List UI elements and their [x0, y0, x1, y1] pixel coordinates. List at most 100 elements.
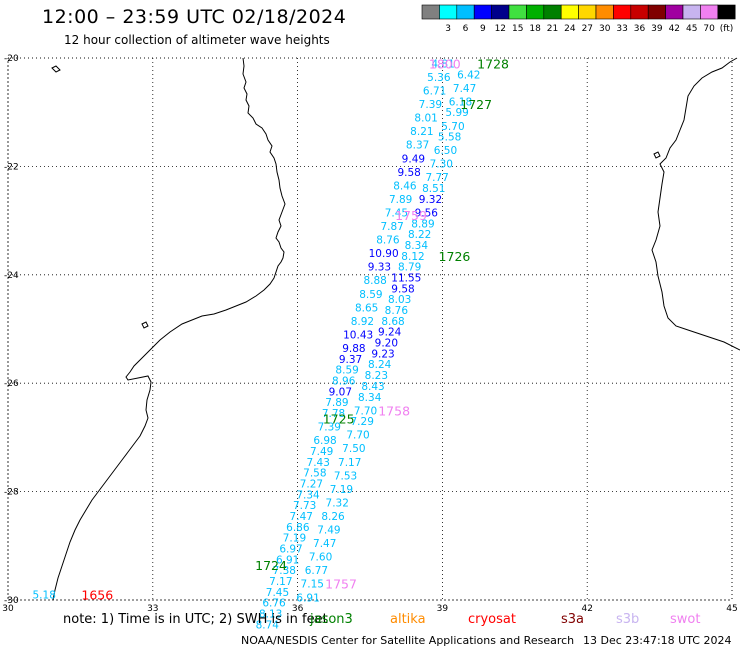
- swh-value: 8.12: [401, 251, 424, 263]
- swh-value: 10.90: [369, 248, 399, 260]
- swh-value: 7.89: [325, 397, 348, 409]
- legend-label: 39: [651, 24, 663, 34]
- swh-value: 7.49: [310, 446, 333, 458]
- swh-value: 9.58: [397, 167, 420, 179]
- swh-value: 8.76: [376, 235, 400, 247]
- swh-value: 7.49: [317, 525, 340, 537]
- swh-value: 8.89: [411, 218, 434, 230]
- swh-value: 9.58: [391, 283, 414, 295]
- pass-time-label: 1758: [378, 403, 410, 418]
- pass-time-label: 1726: [439, 249, 471, 264]
- swh-value: 8.03: [388, 294, 411, 306]
- swh-value: 8.76: [385, 305, 409, 317]
- map-subtitle: 12 hour collection of altimeter wave hei…: [64, 33, 330, 47]
- swh-value: 4.81: [431, 58, 454, 70]
- lon-label: 33: [147, 604, 158, 614]
- swh-value: 7.19: [330, 484, 353, 496]
- swh-value: 7.15: [301, 579, 324, 591]
- swh-value: 7.78: [322, 408, 345, 420]
- swh-value: 7.53: [334, 470, 357, 482]
- legend-label: 12: [495, 24, 506, 34]
- swh-value: 8.23: [365, 370, 388, 382]
- swh-value: 8.96: [332, 375, 356, 387]
- swh-value: 6.50: [434, 145, 457, 157]
- legend-label: 21: [547, 24, 558, 34]
- note-text: note: 1) Time is in UTC; 2) SWH is in fe…: [63, 612, 328, 627]
- credit-text: NOAA/NESDIS Center for Satellite Applica…: [241, 634, 575, 647]
- swh-value: 8.01: [414, 113, 437, 125]
- swh-value: 7.30: [430, 159, 453, 171]
- coastline: [51, 57, 740, 601]
- swh-value: 6.71: [423, 86, 446, 98]
- swh-value: 6.18: [449, 96, 472, 108]
- swh-value: 8.22: [408, 229, 431, 241]
- swh-value: 9.49: [402, 153, 425, 165]
- swh-value: 9.24: [378, 327, 402, 339]
- pass-times: 1728 1727 1800 1759 1726 1758 1725 1724 1757 1656: [81, 56, 509, 602]
- footer-note: note: 1) Time is in UTC; 2) SWH is in fe…: [0, 612, 740, 630]
- swh-value: 7.87: [380, 221, 403, 233]
- swh-value: 11.55: [391, 273, 421, 285]
- swh-value: 7.73: [293, 500, 316, 512]
- legend-label: 33: [616, 24, 627, 34]
- swh-value: 7.29: [351, 416, 374, 428]
- swh-value: 7.32: [326, 497, 349, 509]
- swh-value: 9.88: [342, 343, 365, 355]
- legend-label: 45: [686, 24, 697, 34]
- swh-value: 9.23: [371, 348, 394, 360]
- lat-label: -24: [4, 271, 19, 281]
- swh-value: 8.37: [406, 140, 429, 152]
- swh-value: 5.36: [427, 72, 451, 84]
- graticule: [7, 57, 733, 601]
- swh-value: 8.13: [259, 609, 282, 621]
- swh-value: 8.92: [351, 316, 374, 328]
- lat-label: -28: [4, 488, 19, 498]
- generated-timestamp: 13 Dec 23:47:18 UTC 2024: [583, 634, 732, 647]
- swh-value: 8.34: [358, 392, 382, 404]
- swh-value: 7.70: [354, 405, 377, 417]
- legend-label: 42: [669, 24, 680, 34]
- legend-label: 24: [564, 24, 576, 34]
- swh-value: 9.56: [415, 207, 439, 219]
- pass-time-label: 1757: [325, 577, 357, 592]
- swh-value: 9.32: [419, 194, 442, 206]
- swh-value: 9.07: [329, 386, 352, 398]
- lat-label: -20: [4, 54, 19, 64]
- lon-label: 36: [292, 604, 304, 614]
- sat-altika: altika: [390, 612, 426, 627]
- islet: [141, 321, 149, 329]
- lat-label: -22: [4, 162, 19, 172]
- swh-value: 5.58: [438, 132, 461, 144]
- swh-value: 7.47: [313, 538, 336, 550]
- pass-time-label: 1656: [81, 588, 113, 603]
- islet: [653, 151, 661, 159]
- lon-label: 30: [2, 604, 14, 614]
- swh-value: 6.86: [286, 522, 310, 534]
- swh-value: 6.91: [276, 554, 299, 566]
- swh-value: 7.58: [303, 468, 326, 480]
- lon-label: 39: [437, 604, 449, 614]
- legend-label: 36: [634, 24, 646, 34]
- swh-value: 6.97: [279, 544, 302, 556]
- swh-value: 9.20: [375, 338, 398, 350]
- swh-value: 5.70: [441, 121, 464, 133]
- pass-time-label: 1724: [255, 558, 287, 573]
- swh-value: 8.74: [256, 619, 280, 631]
- legend-label: 9: [480, 24, 486, 34]
- swh-value: 7.38: [273, 565, 296, 577]
- swh-value: 8.59: [335, 365, 358, 377]
- swh-value: 7.19: [283, 533, 306, 545]
- legend-label: 18: [529, 24, 541, 34]
- map-title: 12:00 – 23:59 UTC 02/18/2024: [42, 6, 347, 28]
- legend-swatch: [717, 4, 736, 20]
- swh-value: 7.45: [385, 207, 408, 219]
- sat-cryosat: cryosat: [468, 612, 516, 627]
- legend-label: 30: [599, 24, 611, 34]
- swh-value: 9.33: [368, 262, 391, 274]
- legend-label: 15: [512, 24, 523, 34]
- swh-value: 7.27: [300, 478, 323, 490]
- swh-value: 7.60: [309, 552, 332, 564]
- swh-value: 8.51: [422, 183, 445, 195]
